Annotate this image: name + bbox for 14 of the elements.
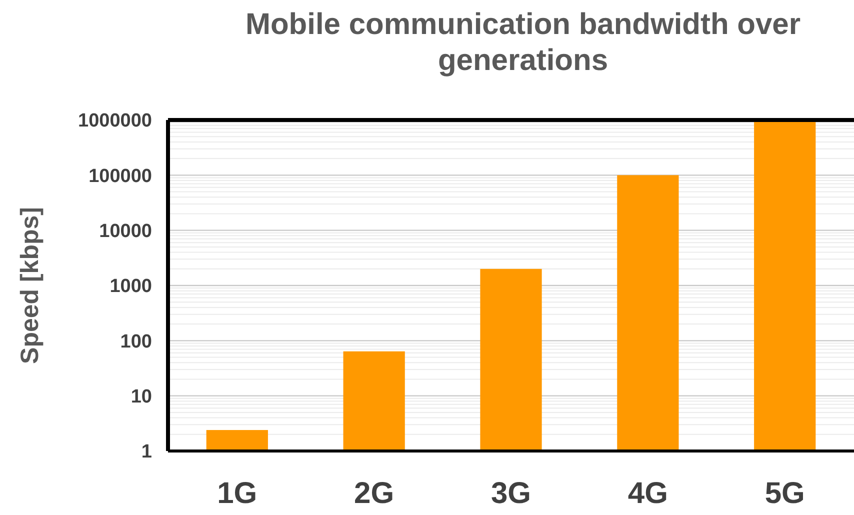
x-tick-label: 5G xyxy=(764,477,805,510)
x-tick-label: 3G xyxy=(490,477,532,510)
y-tick-label: 1000000 xyxy=(78,110,152,132)
y-tick-label: 1000 xyxy=(110,276,152,298)
y-tick-label: 10 xyxy=(130,386,152,408)
x-tick-label: 4G xyxy=(628,477,668,510)
x-tick-label: 1G xyxy=(217,477,258,510)
y-axis-title: Speed [kbps] xyxy=(16,207,44,364)
y-tick-label: 10000 xyxy=(99,220,152,242)
y-tick-label: 1 xyxy=(141,442,152,463)
y-tick-label: 100 xyxy=(120,331,152,352)
x-tick-label: 2G xyxy=(354,477,394,510)
y-tick-label: 100000 xyxy=(88,166,152,187)
chart-title: Mobile communication bandwidth over generations xyxy=(245,8,801,77)
